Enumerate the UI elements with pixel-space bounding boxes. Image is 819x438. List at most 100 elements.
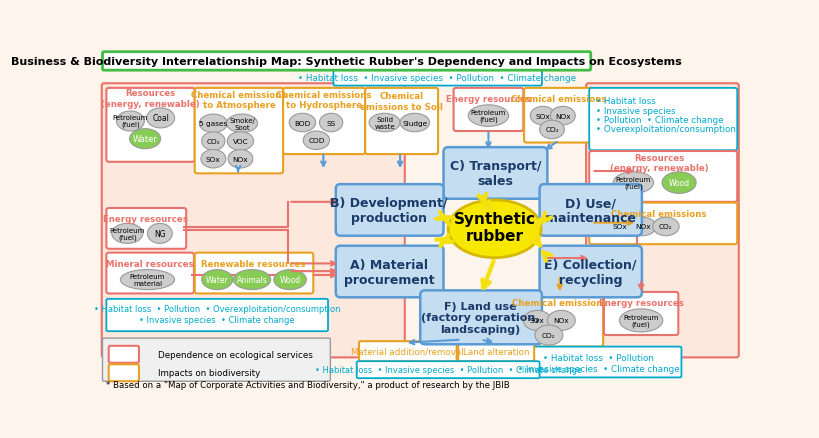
FancyBboxPatch shape xyxy=(333,71,541,86)
Text: D) Use/
maintenance: D) Use/ maintenance xyxy=(545,197,636,225)
Text: Business & Biodiversity Interrelationship Map: Synthetic Rubber's Dependency and: Business & Biodiversity Interrelationshi… xyxy=(11,57,681,67)
Text: Petroleum
(fuel): Petroleum (fuel) xyxy=(615,177,650,190)
Ellipse shape xyxy=(111,224,143,244)
Text: Energy resources: Energy resources xyxy=(103,214,188,223)
Text: Energy resources: Energy resources xyxy=(446,95,530,104)
Ellipse shape xyxy=(226,115,257,133)
Text: SS: SS xyxy=(326,120,335,126)
Text: Chemical emissions
to Atmosphere: Chemical emissions to Atmosphere xyxy=(191,91,287,110)
Ellipse shape xyxy=(274,270,306,290)
Text: Dependence on ecological services: Dependence on ecological services xyxy=(158,350,313,359)
Ellipse shape xyxy=(618,309,662,332)
Text: COD: COD xyxy=(308,138,324,144)
FancyBboxPatch shape xyxy=(586,84,738,357)
Text: Synthetic
rubber: Synthetic rubber xyxy=(453,212,535,244)
Ellipse shape xyxy=(523,311,550,331)
Ellipse shape xyxy=(400,114,429,132)
FancyBboxPatch shape xyxy=(516,292,603,347)
Ellipse shape xyxy=(228,150,252,169)
FancyBboxPatch shape xyxy=(453,88,523,132)
Text: SOx: SOx xyxy=(535,113,550,119)
Text: Water: Water xyxy=(133,135,157,144)
Text: Resources
(energy, renewable): Resources (energy, renewable) xyxy=(101,89,200,108)
FancyBboxPatch shape xyxy=(515,347,681,378)
FancyBboxPatch shape xyxy=(109,346,138,363)
Text: C) Transport/
sales: C) Transport/ sales xyxy=(449,160,541,188)
Text: • Habitat loss  • Pollution  • Overexploitation/consumption: • Habitat loss • Pollution • Overexploit… xyxy=(94,305,340,314)
Text: CO₂: CO₂ xyxy=(541,332,555,338)
FancyBboxPatch shape xyxy=(443,148,547,199)
Text: E) Collection/
recycling: E) Collection/ recycling xyxy=(544,258,636,286)
FancyBboxPatch shape xyxy=(359,341,456,361)
Text: SOx: SOx xyxy=(611,224,626,230)
Ellipse shape xyxy=(652,218,678,236)
FancyBboxPatch shape xyxy=(102,84,405,357)
Ellipse shape xyxy=(147,109,174,129)
Ellipse shape xyxy=(147,224,172,244)
Ellipse shape xyxy=(613,173,653,194)
Text: Wood: Wood xyxy=(667,179,689,187)
Text: • Invasive species  • Climate change: • Invasive species • Climate change xyxy=(139,315,295,325)
Ellipse shape xyxy=(116,112,144,132)
Text: A) Material
procurement: A) Material procurement xyxy=(343,258,434,286)
FancyBboxPatch shape xyxy=(523,88,593,143)
Text: Petroleum
(fuel): Petroleum (fuel) xyxy=(112,115,148,128)
Text: Petroleum
(fuel): Petroleum (fuel) xyxy=(622,314,658,327)
Ellipse shape xyxy=(448,201,541,258)
Ellipse shape xyxy=(201,132,224,151)
Text: Coal: Coal xyxy=(152,114,169,123)
FancyBboxPatch shape xyxy=(364,88,437,155)
Text: NOx: NOx xyxy=(553,318,568,324)
Text: NOx: NOx xyxy=(634,224,649,230)
Text: 5 gases: 5 gases xyxy=(199,121,227,127)
Ellipse shape xyxy=(233,270,270,290)
Ellipse shape xyxy=(530,107,554,126)
Text: Resources
(energy, renewable): Resources (energy, renewable) xyxy=(609,153,708,173)
Text: Animals: Animals xyxy=(237,276,267,284)
Text: SOx: SOx xyxy=(206,156,220,162)
Text: Renewable resources: Renewable resources xyxy=(201,259,305,268)
FancyBboxPatch shape xyxy=(589,203,736,244)
Text: • Invasive species: • Invasive species xyxy=(595,106,675,116)
Text: Water: Water xyxy=(206,276,229,284)
Text: Impacts on biodiversity: Impacts on biodiversity xyxy=(158,368,260,378)
Ellipse shape xyxy=(319,114,342,132)
Ellipse shape xyxy=(201,150,225,169)
FancyBboxPatch shape xyxy=(589,152,736,202)
Text: Petroleum
(fuel): Petroleum (fuel) xyxy=(470,110,505,123)
Text: CO₂: CO₂ xyxy=(545,127,558,133)
Text: Chemical emissions: Chemical emissions xyxy=(511,299,607,307)
Ellipse shape xyxy=(534,325,562,345)
FancyBboxPatch shape xyxy=(109,364,138,381)
Ellipse shape xyxy=(129,129,161,149)
Text: • Habitat loss: • Habitat loss xyxy=(595,97,655,106)
Ellipse shape xyxy=(605,218,631,236)
Ellipse shape xyxy=(199,115,227,133)
Ellipse shape xyxy=(550,107,575,126)
Text: • Habitat loss  • Invasive species  • Pollution  • Climate change: • Habitat loss • Invasive species • Poll… xyxy=(298,74,576,83)
Text: • Pollution  • Climate change: • Pollution • Climate change xyxy=(595,116,723,125)
Text: Chemical
emissions to Soil: Chemical emissions to Soil xyxy=(360,92,442,111)
Ellipse shape xyxy=(201,270,233,290)
Text: NOx: NOx xyxy=(554,113,570,119)
Ellipse shape xyxy=(303,132,329,150)
FancyBboxPatch shape xyxy=(106,299,328,332)
Ellipse shape xyxy=(547,311,575,331)
FancyBboxPatch shape xyxy=(102,338,330,381)
Text: Petroleum
material: Petroleum material xyxy=(129,274,165,286)
Ellipse shape xyxy=(661,173,695,194)
FancyBboxPatch shape xyxy=(106,88,194,162)
Text: BOD: BOD xyxy=(294,120,310,126)
FancyBboxPatch shape xyxy=(539,185,641,236)
Text: Petroleum
(fuel): Petroleum (fuel) xyxy=(110,227,145,240)
Ellipse shape xyxy=(468,106,508,127)
Ellipse shape xyxy=(369,114,400,132)
Text: Chemical emissions: Chemical emissions xyxy=(610,209,706,219)
Text: Chemical emissions
to Hydrosphere: Chemical emissions to Hydrosphere xyxy=(276,91,372,110)
Text: Material addition/removal: Material addition/removal xyxy=(351,347,464,356)
Text: Mineral resources: Mineral resources xyxy=(106,259,193,268)
FancyBboxPatch shape xyxy=(106,208,186,249)
FancyBboxPatch shape xyxy=(283,88,364,155)
FancyBboxPatch shape xyxy=(458,341,533,361)
Text: CO₂: CO₂ xyxy=(206,139,219,145)
